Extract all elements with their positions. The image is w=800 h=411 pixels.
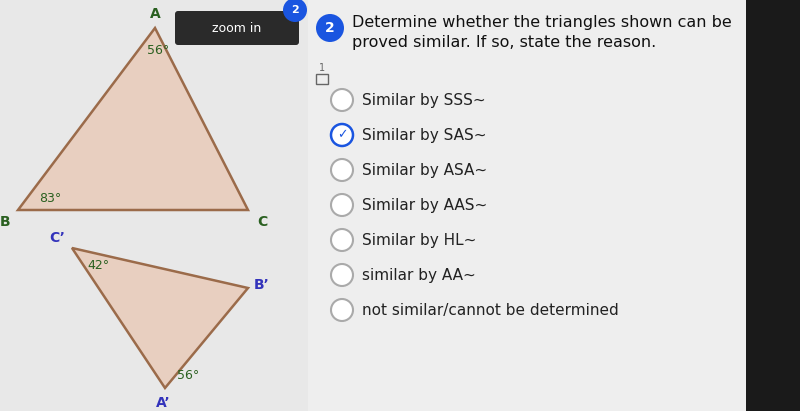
Bar	[0, 0, 308, 411]
Text: ✓: ✓	[337, 129, 347, 141]
Circle shape	[331, 124, 353, 146]
Text: Similar by SSS~: Similar by SSS~	[362, 92, 486, 108]
Text: A’: A’	[156, 396, 170, 410]
Circle shape	[316, 14, 344, 42]
Bar	[308, 0, 758, 411]
Text: A: A	[150, 7, 160, 21]
Bar	[316, 74, 328, 84]
Text: proved similar. If so, state the reason.: proved similar. If so, state the reason.	[352, 35, 656, 49]
Circle shape	[331, 194, 353, 216]
Text: C: C	[257, 215, 267, 229]
Circle shape	[331, 264, 353, 286]
Text: 2: 2	[291, 5, 299, 15]
Text: Similar by SAS~: Similar by SAS~	[362, 127, 486, 143]
Text: C’: C’	[49, 231, 65, 245]
Circle shape	[283, 0, 307, 22]
Text: zoom in: zoom in	[212, 21, 262, 35]
Text: Similar by HL~: Similar by HL~	[362, 233, 476, 247]
Text: 42°: 42°	[87, 259, 109, 272]
Bar	[746, 0, 800, 411]
Text: Similar by ASA~: Similar by ASA~	[362, 162, 487, 178]
Text: 1: 1	[319, 63, 325, 73]
Text: 83°: 83°	[39, 192, 61, 205]
Text: B: B	[0, 215, 10, 229]
Circle shape	[331, 229, 353, 251]
Text: not similar/cannot be determined: not similar/cannot be determined	[362, 302, 618, 318]
Circle shape	[331, 89, 353, 111]
FancyBboxPatch shape	[175, 11, 299, 45]
Polygon shape	[18, 28, 248, 210]
Text: 56°: 56°	[147, 44, 169, 56]
Text: 2: 2	[325, 21, 335, 35]
Text: Determine whether the triangles shown can be: Determine whether the triangles shown ca…	[352, 14, 732, 30]
Circle shape	[331, 299, 353, 321]
Text: 56°: 56°	[177, 369, 199, 381]
Text: B’: B’	[254, 278, 270, 292]
Text: Similar by AAS~: Similar by AAS~	[362, 198, 487, 212]
Polygon shape	[72, 248, 248, 388]
Text: similar by AA~: similar by AA~	[362, 268, 476, 282]
Circle shape	[331, 159, 353, 181]
